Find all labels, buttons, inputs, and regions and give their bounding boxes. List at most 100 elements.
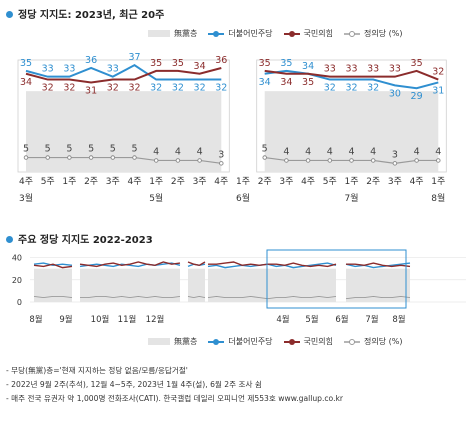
democratic-data-label: 32 xyxy=(172,83,184,94)
month-tick-label: 9월 xyxy=(59,314,72,325)
week-tick-label: 2주 xyxy=(258,176,272,187)
month-tick-label: 8월 xyxy=(431,192,445,204)
justice-data-label: 4 xyxy=(370,146,376,157)
justice-point xyxy=(175,158,181,163)
justice-data-label: 5 xyxy=(23,144,29,155)
democratic-line-2022-2023 xyxy=(345,262,411,269)
justice-data-label: 4 xyxy=(414,146,420,157)
ppp-data-label: 31 xyxy=(85,85,97,96)
democratic-data-label: 33 xyxy=(42,64,54,75)
justice-line-2022-2023 xyxy=(187,295,206,299)
ppp-line-2022-2023 xyxy=(187,261,206,267)
month-tick-label: 6월 xyxy=(335,314,348,325)
section1-title: 정당 지지도: 2023년, 최근 20주 xyxy=(6,6,164,21)
legend-item-democratic: 더불어민주당 xyxy=(208,28,273,39)
ppp-data-label: 33 xyxy=(345,64,357,75)
week-tick-label: 2주 xyxy=(366,176,380,187)
week-tick-label: 3주 xyxy=(193,176,207,187)
highlight-box xyxy=(266,249,407,309)
legend-item-ppp: 국민의힘 xyxy=(283,28,333,39)
week-tick-label: 4주 xyxy=(214,176,228,187)
democratic-data-label: 32 xyxy=(367,83,379,94)
democratic-swatch xyxy=(208,338,225,345)
justice-point xyxy=(327,158,333,163)
week-tick-label: 3주 xyxy=(388,176,402,187)
justice-point xyxy=(132,155,137,160)
legend-top: 無黨층 더불어민주당 국민의힘 정의당 (%) xyxy=(148,28,408,39)
justice-point xyxy=(88,155,94,160)
justice-data-label: 5 xyxy=(262,144,268,155)
y-tick-label: 20 xyxy=(12,276,22,285)
justice-point xyxy=(197,158,202,163)
democratic-line-2022-2023 xyxy=(187,263,206,268)
week-tick-label: 1주 xyxy=(62,176,76,187)
democratic-data-label: 32 xyxy=(345,83,357,94)
nothing-area-segment xyxy=(34,268,72,302)
democratic-data-label: 35 xyxy=(20,58,32,69)
chart-recent-20-weeks: 3534533325333253631533325373253235432354… xyxy=(17,52,447,204)
ppp-data-label: 34 xyxy=(194,61,206,72)
justice-data-label: 3 xyxy=(218,149,224,160)
legend-bottom: 無黨층 더불어민주당 국민의힘 정의당 (%) xyxy=(148,336,408,347)
footnotes: - 무당(無黨)층='현재 지지하는 정당 없음/모름/응답거절' - 2022… xyxy=(6,364,343,406)
legend-item-justice: 정의당 (%) xyxy=(344,28,402,39)
justice-point xyxy=(349,158,354,163)
justice-data-label: 4 xyxy=(175,146,181,157)
week-tick-label: 5주 xyxy=(323,176,337,187)
justice-data-label: 4 xyxy=(327,146,333,157)
justice-point xyxy=(284,158,289,163)
democratic-data-label: 33 xyxy=(107,64,119,75)
section2-title: 주요 정당 지지도 2022-2023 xyxy=(6,231,153,246)
democratic-data-label: 31 xyxy=(432,85,444,96)
democratic-line-2022-2023 xyxy=(207,262,337,269)
nothing-area-segment xyxy=(188,268,205,302)
justice-point xyxy=(219,161,224,166)
justice-data-label: 4 xyxy=(197,146,203,157)
ppp-data-label: 35 xyxy=(172,58,184,69)
democratic-swatch xyxy=(208,30,225,37)
y-tick-label: 40 xyxy=(12,254,22,263)
month-tick-label: 11월 xyxy=(118,314,137,325)
week-tick-label: 4주 xyxy=(410,176,424,187)
week-tick-label: 3주 xyxy=(279,176,293,187)
ppp-line-seg0 xyxy=(25,67,222,84)
legend-item-ppp: 국민의힘 xyxy=(283,336,333,347)
justice-point xyxy=(414,158,419,163)
justice-line-2022-2023 xyxy=(207,295,337,300)
democratic-data-label: 34 xyxy=(302,61,314,72)
month-tick-label: 6월 xyxy=(236,192,250,204)
justice-data-label: 5 xyxy=(131,144,137,155)
justice-data-label: 4 xyxy=(153,146,159,157)
justice-line-2022-2023 xyxy=(345,295,411,300)
legend-item-nothing: 無黨층 xyxy=(148,336,197,347)
justice-data-label: 4 xyxy=(435,146,441,157)
justice-data-label: 4 xyxy=(283,146,289,157)
month-tick-label: 10월 xyxy=(91,314,110,325)
justice-point xyxy=(436,158,441,163)
democratic-data-label: 32 xyxy=(215,83,227,94)
ppp-swatch xyxy=(283,30,300,37)
justice-data-label: 5 xyxy=(45,144,51,155)
legend-item-nothing: 無黨층 xyxy=(148,28,197,39)
week-tick-label: 1주 xyxy=(149,176,163,187)
democratic-data-label: 35 xyxy=(280,58,292,69)
justice-point xyxy=(110,155,116,160)
democratic-data-label: 30 xyxy=(389,88,401,99)
ppp-data-label: 35 xyxy=(150,58,162,69)
ppp-data-label: 32 xyxy=(63,83,75,94)
ppp-data-label: 33 xyxy=(389,64,401,75)
justice-line-seg0 xyxy=(26,156,222,164)
ppp-data-label: 32 xyxy=(128,83,140,94)
ppp-data-label: 34 xyxy=(20,77,32,88)
week-tick-label: 4주 xyxy=(301,176,315,187)
justice-point xyxy=(262,155,267,160)
ppp-data-label: 36 xyxy=(215,55,227,66)
democratic-data-label: 32 xyxy=(194,83,206,94)
justice-point xyxy=(153,158,159,163)
week-tick-label: 2주 xyxy=(171,176,185,187)
democratic-line-2022-2023 xyxy=(33,262,73,267)
ppp-line-2022-2023 xyxy=(79,261,181,268)
ppp-line-2022-2023 xyxy=(208,261,337,268)
ppp-data-label: 34 xyxy=(280,77,292,88)
democratic-data-label: 34 xyxy=(259,77,271,88)
